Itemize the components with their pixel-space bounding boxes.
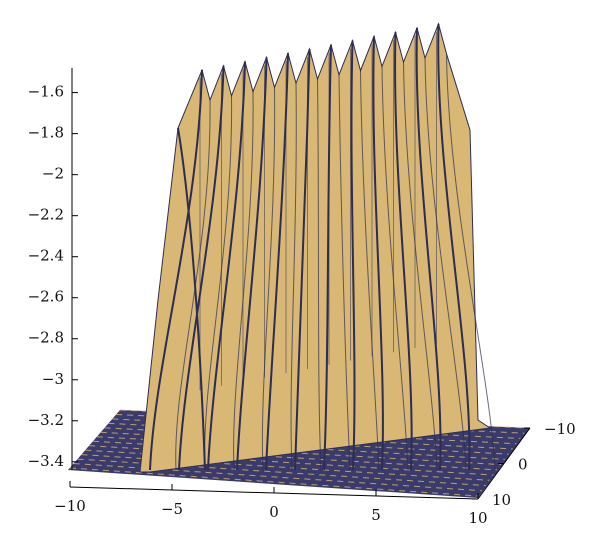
x-tick-label: 10: [468, 509, 487, 527]
ridge-line: [403, 62, 438, 471]
ridge-line: [177, 127, 206, 471]
z-tick-label: −2: [42, 165, 64, 183]
ridge-line: [323, 44, 332, 471]
floor-line: [69, 467, 479, 497]
z-tick-label: −3: [42, 370, 64, 388]
surface: [68, 22, 530, 498]
z-tick-label: −2.2: [28, 206, 64, 224]
ridge-line: [149, 69, 203, 471]
ridge-line: [350, 40, 356, 471]
ridge-line: [317, 78, 322, 471]
z-tick-label: −2.8: [28, 329, 64, 347]
ridge-line: [437, 23, 471, 471]
y-tick-label: 0: [518, 456, 528, 474]
surface-body: [139, 22, 492, 473]
x-tick-label: −10: [54, 497, 86, 515]
ridge-line: [290, 83, 297, 471]
y-tick-label: 10: [492, 491, 511, 509]
z-tick-label: −3.2: [28, 411, 64, 429]
z-tick-label: −3.4: [28, 452, 64, 470]
z-tick-label: −1.6: [28, 83, 64, 101]
x-tick-label: 0: [269, 503, 279, 521]
ridge-line: [360, 70, 380, 471]
z-tick-label: −1.8: [28, 124, 64, 142]
ridge-line: [204, 95, 233, 471]
ridge-line: [424, 57, 467, 471]
ridge-line: [338, 74, 351, 471]
ridge-line: [381, 66, 409, 471]
ridge-line: [415, 27, 442, 471]
ridge-line: [394, 32, 413, 471]
ridge-line: [261, 87, 276, 471]
ridge-line: [446, 53, 496, 471]
ridge-line: [175, 99, 211, 471]
z-tick-label: −2.4: [28, 247, 64, 265]
x-tick-label: −5: [161, 500, 183, 518]
y-tick-label: −10: [544, 420, 576, 438]
ridge-line: [178, 65, 225, 471]
z-tick-label: −2.6: [28, 288, 64, 306]
ridge-line: [372, 36, 384, 471]
ridge-line: [207, 61, 246, 471]
x-tick-label: 5: [371, 506, 381, 524]
